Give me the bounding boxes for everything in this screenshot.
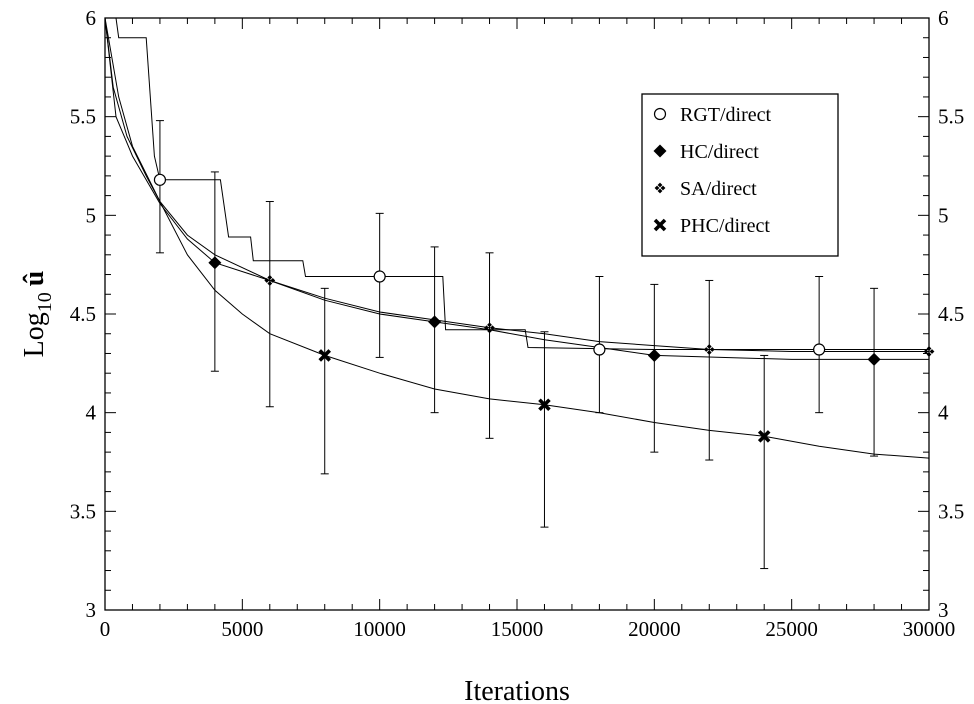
series-markers — [153, 173, 935, 443]
data-point-stroke — [318, 349, 332, 362]
x-tick-label: 10000 — [353, 617, 406, 641]
legend-label: SA/direct — [680, 178, 757, 200]
legend-marker — [653, 107, 667, 121]
data-point-part — [706, 350, 712, 355]
data-point-part — [487, 328, 492, 334]
legend-marker-part — [657, 188, 663, 194]
y-tick-label: 4.5 — [70, 302, 96, 326]
error-bars — [155, 120, 879, 570]
data-point-part — [926, 346, 932, 351]
data-point-stroke — [538, 398, 551, 412]
series-line-3 — [104, 17, 930, 459]
x-tick-label: 25000 — [765, 617, 818, 641]
data-point-part — [267, 281, 273, 286]
data-point — [813, 343, 826, 356]
y-tick-label: 6 — [86, 6, 97, 30]
y-tick-label: 5.5 — [70, 105, 96, 129]
data-point-part — [929, 349, 935, 354]
y-axis-title: Log10û — [19, 271, 56, 358]
legend-marker-part — [660, 185, 666, 191]
legend-marker — [653, 218, 667, 232]
x-tick-label: 20000 — [628, 617, 681, 641]
legend-label: RGT/direct — [680, 104, 772, 126]
data-point — [484, 322, 495, 334]
x-tick-label: 5000 — [221, 617, 263, 641]
data-point — [153, 173, 167, 186]
data-point — [593, 343, 606, 356]
series-line-1 — [104, 17, 929, 360]
data-point-part — [487, 322, 492, 328]
y-tick-label-right: 4.5 — [938, 302, 964, 326]
y-tick-label-right: 3.5 — [938, 499, 964, 523]
legend-label: HC/direct — [680, 141, 759, 163]
legend: RGT/direct HC/direct SA/direct PHC/direct — [641, 93, 839, 257]
data-point — [647, 348, 661, 362]
data-point — [923, 346, 935, 357]
data-point-part — [484, 325, 489, 331]
legend-box — [641, 93, 839, 257]
data-point-part — [267, 275, 273, 280]
y-tick-label-right: 5 — [938, 203, 949, 227]
y-tick-label-right: 4 — [938, 401, 949, 425]
data-point-part — [703, 347, 709, 352]
data-point — [703, 344, 715, 355]
data-point — [757, 430, 771, 443]
data-point-part — [709, 347, 715, 352]
data-point — [208, 256, 222, 270]
y-tick-label: 3 — [86, 598, 97, 622]
legend-marker-stroke — [653, 218, 667, 232]
legend-marker-part — [657, 182, 663, 188]
data-point — [264, 275, 276, 286]
data-point — [538, 398, 551, 412]
data-point-stroke — [757, 430, 771, 443]
legend-marker — [654, 182, 666, 194]
y-tick-label-right: 6 — [938, 6, 949, 30]
data-point — [318, 349, 332, 362]
x-tick-label: 0 — [100, 617, 111, 641]
data-point-part — [926, 352, 932, 357]
y-tick-label: 4 — [86, 401, 97, 425]
data-point-part — [270, 278, 276, 283]
data-point — [428, 315, 442, 329]
x-tick-label: 15000 — [491, 617, 544, 641]
data-point-part — [923, 349, 929, 354]
x-tick-label: 30000 — [903, 617, 956, 641]
data-point-part — [706, 344, 712, 349]
data-point — [373, 270, 386, 283]
series-line-0 — [105, 17, 929, 350]
y-tick-label-right: 3 — [938, 598, 949, 622]
x-axis-title: Iterations — [464, 676, 570, 704]
data-point-part — [490, 325, 495, 331]
y-tick-label-right: 5.5 — [938, 105, 964, 129]
y-tick-label: 5 — [86, 203, 97, 227]
y-tick-label: 3.5 — [70, 499, 96, 523]
data-point — [867, 352, 881, 366]
legend-marker — [653, 144, 667, 158]
legend-marker-part — [654, 185, 660, 191]
legend-label: PHC/direct — [680, 215, 770, 237]
data-point-part — [264, 278, 270, 283]
